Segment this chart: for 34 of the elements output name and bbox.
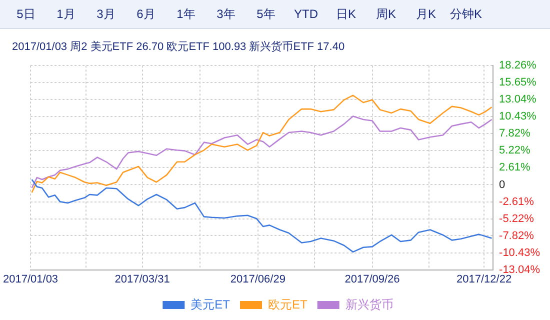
legend-label: 新兴货币 xyxy=(345,297,394,312)
y-tick-label: 10.43% xyxy=(499,110,537,123)
legend-label: 欧元ET xyxy=(268,297,308,312)
text: 5年 xyxy=(256,6,276,22)
y-tick-label: 13.04% xyxy=(499,94,537,106)
text: 分钟K xyxy=(448,6,483,22)
text: 周K xyxy=(374,6,397,22)
y-tick-label: -10.43% xyxy=(499,246,540,259)
y-tick-label: 0 xyxy=(499,178,506,191)
y-tick-label: 15.65% xyxy=(499,76,537,89)
y-tick-label: -7.82% xyxy=(499,230,534,242)
text: 月K xyxy=(414,6,437,22)
text: 6月 xyxy=(136,6,156,22)
text: 日K xyxy=(334,6,357,22)
y-tick-label: -13.04% xyxy=(499,264,540,276)
y-tick-label: 2.61% xyxy=(499,162,530,174)
text: YTD xyxy=(293,7,319,21)
text: 3年 xyxy=(216,6,236,22)
y-tick-label: -2.61% xyxy=(499,196,534,208)
text: 3月 xyxy=(96,6,116,22)
y-tick-label: 18.26% xyxy=(499,60,537,72)
y-tick-label: 5.22% xyxy=(499,144,530,157)
y-tick-label: -5.22% xyxy=(499,212,534,225)
x-tick-label: 2017/01/03 xyxy=(2,273,58,286)
x-tick-label: 2017/03/31 xyxy=(114,273,170,286)
y-tick-label: 7.82% xyxy=(499,128,530,140)
text: 1月 xyxy=(56,6,76,22)
text: 1年 xyxy=(176,6,196,22)
chart-subtitle: 2017/01/03 周2 美元ETF 26.70 欧元ETF 100.93 新兴货币ETF 17.40 xyxy=(11,40,346,53)
x-tick-label: 2017/12/22 xyxy=(456,273,512,286)
x-tick-label: 2017/09/26 xyxy=(344,273,400,286)
legend-label: 美元ET xyxy=(190,297,231,312)
text: 5日 xyxy=(16,6,36,22)
x-tick-label: 2017/06/29 xyxy=(230,273,286,286)
